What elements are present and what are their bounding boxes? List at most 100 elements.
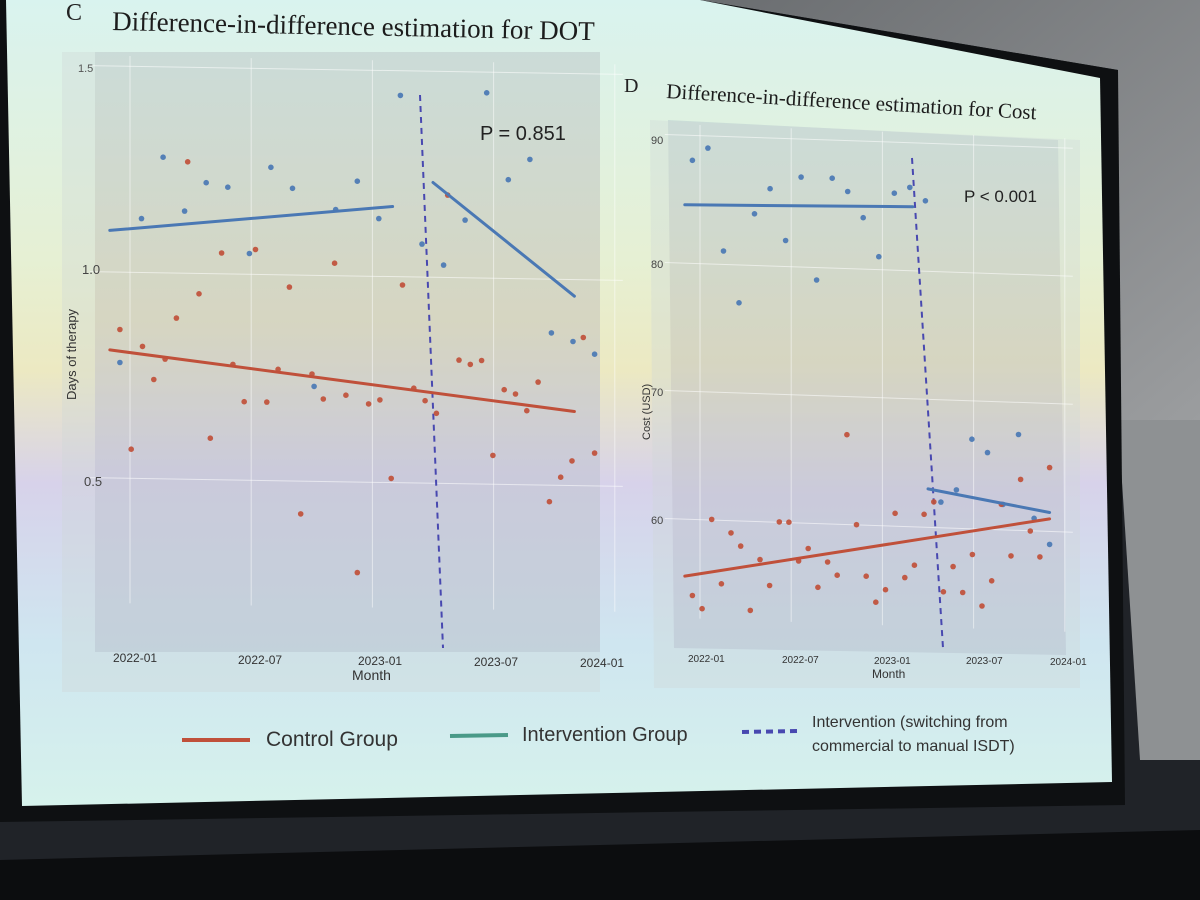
control-point-18 xyxy=(320,396,327,402)
control-point-9 xyxy=(776,519,783,525)
panel-d-grid xyxy=(664,125,1073,632)
control-point-12 xyxy=(805,545,811,552)
panel-c-plot-area xyxy=(95,52,600,652)
control-point-7 xyxy=(757,556,763,563)
panel-c-xtick-5: 2024-01 xyxy=(580,656,624,670)
control-point-30 xyxy=(979,603,985,609)
control-point-15 xyxy=(286,284,293,290)
control-point-31 xyxy=(467,361,474,368)
legend-intervention-marker-line-1: Intervention (switching from xyxy=(812,714,1008,731)
control-point-13 xyxy=(264,399,270,405)
panel-c-xlabel: Month xyxy=(352,667,391,683)
panel-c-ytick-3: 0.5 xyxy=(84,474,102,489)
control-point-9 xyxy=(218,250,225,256)
intervention-point-16 xyxy=(462,217,468,223)
control-point-7 xyxy=(196,291,202,297)
control-point-2 xyxy=(708,516,715,523)
panel-d-xtick-1: 2022-01 xyxy=(688,654,725,665)
intervention-point-15 xyxy=(922,198,929,204)
panel-d-ylabel: Cost (USD) xyxy=(641,384,653,440)
control-point-41 xyxy=(580,334,587,341)
gridline-y-3 xyxy=(664,517,1073,533)
control-point-12 xyxy=(252,246,259,253)
control-point-24 xyxy=(921,511,927,518)
control-point-13 xyxy=(815,584,821,591)
control-point-2 xyxy=(139,343,146,350)
intervention-point-8 xyxy=(289,185,296,192)
panel-d-fit-lines xyxy=(683,203,1052,578)
control-point-37 xyxy=(535,379,541,385)
control-point-8 xyxy=(207,435,214,442)
intervention-point-14 xyxy=(907,184,913,191)
control-point-40 xyxy=(569,458,575,464)
control-point-0 xyxy=(689,592,696,599)
control-point-22 xyxy=(902,574,908,581)
intervention-point-6 xyxy=(246,250,253,257)
intervention-point-3 xyxy=(181,208,188,214)
intervention-point-22 xyxy=(591,351,598,358)
control-point-23 xyxy=(911,562,918,568)
panel-d-plot-area xyxy=(668,120,1066,655)
control-point-21 xyxy=(354,569,361,576)
intervention-point-5 xyxy=(225,184,231,190)
control-point-31 xyxy=(988,578,995,584)
panel-d-ytick-4: 60 xyxy=(651,515,663,527)
control-fit-line-0 xyxy=(108,348,576,413)
intervention-fit-line-1 xyxy=(926,487,1052,514)
control-point-11 xyxy=(241,398,247,405)
control-point-29 xyxy=(969,551,976,558)
intervention-point-15 xyxy=(440,262,447,268)
control-point-19 xyxy=(873,599,879,605)
intervention-point-19 xyxy=(984,449,991,456)
panel-c-ytick-1: 1.5 xyxy=(78,63,93,75)
control-point-5 xyxy=(173,315,180,321)
control-point-6 xyxy=(747,607,754,614)
gridline-y-0 xyxy=(89,65,623,75)
control-point-22 xyxy=(365,401,372,407)
gridline-y-1 xyxy=(664,261,1073,277)
panel-d-letter: D xyxy=(624,75,638,97)
panel-d: D Difference-in-difference estimation fo… xyxy=(624,75,1087,688)
intervention-point-11 xyxy=(354,178,361,184)
intervention-point-7 xyxy=(268,164,274,171)
panel-c-ytick-2: 1.0 xyxy=(82,262,100,277)
legend-control-label: Control Group xyxy=(266,728,398,751)
intervention-point-19 xyxy=(527,156,533,163)
intervention-point-4 xyxy=(751,211,758,217)
intervention-point-0 xyxy=(117,359,123,366)
panel-c-p-value: P = 0.851 xyxy=(480,123,566,145)
panel-c: C Difference-in-difference estimation fo… xyxy=(62,0,624,692)
gridline-y-0 xyxy=(664,133,1073,149)
control-point-1 xyxy=(128,446,134,453)
gridline-y-2 xyxy=(664,389,1073,405)
legend-intervention-swatch xyxy=(449,733,509,738)
control-point-25 xyxy=(399,282,406,288)
control-point-28 xyxy=(959,589,966,596)
control-point-17 xyxy=(853,521,860,528)
panel-d-xtick-3: 2023-01 xyxy=(874,656,911,667)
panel-d-ytick-2: 80 xyxy=(651,259,663,271)
legend-intervention-marker-line-2: commercial to manual ISDT) xyxy=(812,738,1015,755)
intervention-point-16 xyxy=(938,499,944,505)
panel-d-xtick-5: 2024-01 xyxy=(1050,657,1087,668)
panel-d-ytick-1: 90 xyxy=(651,135,663,147)
panel-c-xtick-4: 2023-07 xyxy=(474,655,518,669)
panel-d-ytick-3: 70 xyxy=(651,387,663,399)
control-point-16 xyxy=(297,511,304,517)
intervention-fit-line-1 xyxy=(431,181,576,298)
intervention-point-13 xyxy=(397,92,404,99)
intervention-point-12 xyxy=(376,215,382,222)
control-point-24 xyxy=(388,475,395,482)
control-point-35 xyxy=(1027,528,1034,534)
panel-c-xtick-1: 2022-01 xyxy=(113,651,157,665)
control-point-3 xyxy=(718,581,725,587)
control-point-33 xyxy=(1008,553,1014,559)
control-point-27 xyxy=(950,563,956,570)
control-point-19 xyxy=(331,260,338,267)
panel-c-fit-lines xyxy=(108,181,576,413)
control-point-1 xyxy=(699,605,705,612)
panel-c-xtick-3: 2023-01 xyxy=(358,654,402,668)
intervention-point-7 xyxy=(798,174,804,180)
control-point-42 xyxy=(591,450,598,456)
panel-d-intervention-line xyxy=(911,157,944,649)
